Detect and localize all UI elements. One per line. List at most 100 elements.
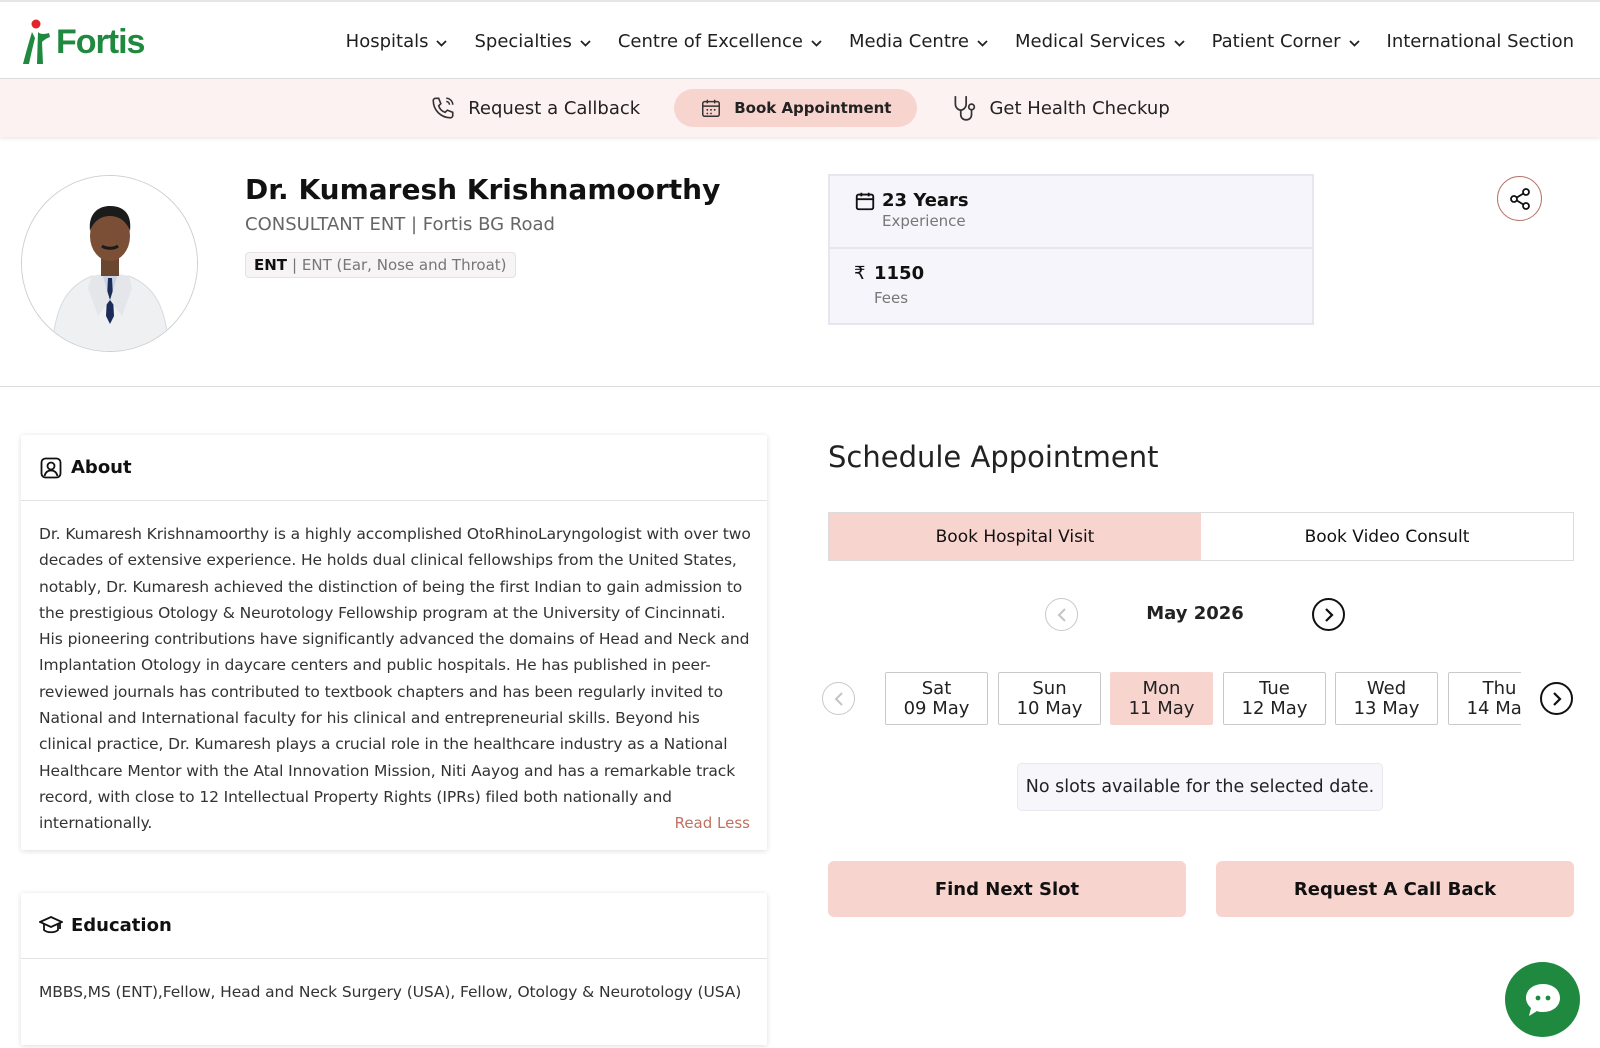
chevron-down-icon xyxy=(811,31,822,52)
nav-medical-services[interactable]: Medical Services xyxy=(1015,31,1185,52)
education-card: Education MBBS,MS (ENT),Fellow, Head and… xyxy=(21,893,767,1045)
calendar-icon xyxy=(702,99,721,117)
date-value: 12 May xyxy=(1241,697,1308,719)
specialty-tag: ENT | ENT (Ear, Nose and Throat) xyxy=(245,252,516,278)
tab-hospital-visit[interactable]: Book Hospital Visit xyxy=(829,513,1201,560)
stethoscope-icon xyxy=(955,96,976,121)
chevron-down-icon xyxy=(1348,31,1360,52)
experience-label: Experience xyxy=(882,212,966,230)
chevron-left-icon xyxy=(834,691,843,706)
chat-icon xyxy=(1525,983,1560,1016)
date-strip: Sat 09 May Sun 10 May Mon 11 May Tue 12 May … xyxy=(885,672,1521,726)
date-value: 09 May xyxy=(903,697,970,719)
top-navigation: Fortis Hospitals Specialties Centre of E… xyxy=(0,0,1600,79)
nav-specialties[interactable]: Specialties xyxy=(474,31,591,52)
current-month: May 2026 xyxy=(1146,603,1244,624)
brand-name: Fortis xyxy=(56,22,145,61)
nav-label: International Section xyxy=(1386,31,1574,52)
date-day: Tue xyxy=(1259,677,1290,699)
education-title: Education xyxy=(71,915,172,936)
date-option-selected[interactable]: Mon 11 May xyxy=(1110,672,1213,725)
chevron-down-icon xyxy=(436,31,448,52)
section-divider xyxy=(0,386,1600,387)
about-title: About xyxy=(71,457,132,478)
fees-label: Fees xyxy=(874,289,909,307)
month-navigator: May 2026 xyxy=(1045,598,1345,632)
nav-international-section[interactable]: International Section xyxy=(1387,31,1574,52)
education-header: Education xyxy=(21,893,767,959)
next-month-button[interactable] xyxy=(1312,598,1345,631)
chevron-down-icon xyxy=(1173,31,1185,52)
doctor-photo xyxy=(21,175,198,352)
share-icon xyxy=(1509,187,1530,210)
nav-label: Medical Services xyxy=(1014,31,1166,52)
health-checkup-label: Get Health Checkup xyxy=(989,97,1170,119)
book-appointment-button[interactable]: Book Appointment xyxy=(674,89,918,127)
rupee-icon: ₹ xyxy=(854,263,866,284)
doctor-designation: CONSULTANT ENT | Fortis BG Road xyxy=(245,214,555,235)
chevron-down-icon xyxy=(580,31,591,52)
doctor-stats: 23 Years Experience ₹ 1150 Fees xyxy=(828,174,1314,325)
date-day: Mon xyxy=(1142,677,1181,699)
date-option[interactable]: Tue 12 May xyxy=(1223,672,1326,725)
share-button[interactable] xyxy=(1497,176,1542,221)
nav-media-centre[interactable]: Media Centre xyxy=(849,31,988,52)
find-next-slot-button[interactable]: Find Next Slot xyxy=(828,861,1186,917)
request-callback-button[interactable]: Request a Callback xyxy=(404,89,666,127)
date-option[interactable]: Wed 13 May xyxy=(1335,672,1438,725)
request-call-back-button[interactable]: Request A Call Back xyxy=(1216,861,1574,917)
nav-label: Centre of Excellence xyxy=(617,31,803,52)
date-option[interactable]: Sat 09 May xyxy=(885,672,988,725)
health-checkup-button[interactable]: Get Health Checkup xyxy=(925,89,1195,127)
chevron-right-icon xyxy=(1552,691,1562,706)
previous-dates-button[interactable] xyxy=(822,682,855,715)
fees-stat: ₹ 1150 Fees xyxy=(830,249,1312,322)
no-slots-message: No slots available for the selected date… xyxy=(1017,763,1383,811)
chevron-right-icon xyxy=(1324,607,1334,622)
date-option[interactable]: Sun 10 May xyxy=(998,672,1101,725)
date-value: 14 May xyxy=(1466,697,1521,719)
chevron-left-icon xyxy=(1057,607,1066,622)
about-header: About xyxy=(21,435,767,501)
education-text: MBBS,MS (ENT),Fellow, Head and Neck Surg… xyxy=(39,983,742,1001)
nav-label: Media Centre xyxy=(848,31,969,52)
nav-patient-corner[interactable]: Patient Corner xyxy=(1212,31,1360,52)
fees-value: 1150 xyxy=(874,263,925,284)
book-appointment-label: Book Appointment xyxy=(734,99,892,117)
doctor-portrait xyxy=(22,176,197,351)
user-profile-icon xyxy=(40,457,62,478)
request-callback-label: Request a Callback xyxy=(468,97,641,119)
nav-centre-of-excellence[interactable]: Centre of Excellence xyxy=(618,31,822,52)
action-bar: Request a Callback Book Appointment Get … xyxy=(0,79,1600,137)
about-text: Dr. Kumaresh Krishnamoorthy is a highly … xyxy=(39,525,751,833)
date-day: Sun xyxy=(1032,677,1067,699)
tab-video-consult[interactable]: Book Video Consult xyxy=(1304,526,1470,547)
date-value: 10 May xyxy=(1016,697,1083,719)
nav-label: Hospitals xyxy=(345,31,429,52)
visit-type-tabs: Book Hospital Visit Book Video Consult xyxy=(828,512,1574,561)
nav-label: Patient Corner xyxy=(1211,31,1341,52)
fortis-logo-icon xyxy=(23,19,50,64)
date-day: Sat xyxy=(921,677,952,699)
chat-button[interactable] xyxy=(1505,962,1580,1037)
next-dates-button[interactable] xyxy=(1540,682,1573,715)
schedule-title: Schedule Appointment xyxy=(828,440,1159,474)
fortis-logo[interactable]: Fortis xyxy=(20,16,145,68)
date-day: Thu xyxy=(1482,677,1517,699)
read-less-link[interactable]: Read Less xyxy=(674,814,750,832)
nav-label: Specialties xyxy=(474,31,572,52)
specialty-tag-primary: ENT xyxy=(254,256,288,274)
chevron-down-icon xyxy=(977,31,988,52)
graduation-cap-icon xyxy=(39,915,63,933)
calendar-icon xyxy=(855,192,875,211)
doctor-name: Dr. Kumaresh Krishnamoorthy xyxy=(245,173,721,206)
experience-value: 23 Years xyxy=(882,190,969,211)
specialty-tag-secondary: | ENT (Ear, Nose and Throat) xyxy=(292,256,507,274)
previous-month-button[interactable] xyxy=(1045,598,1078,631)
about-card: About Dr. Kumaresh Krishnamoorthy is a h… xyxy=(21,435,767,850)
phone-icon xyxy=(432,97,454,119)
experience-stat: 23 Years Experience xyxy=(830,176,1312,249)
nav-hospitals[interactable]: Hospitals xyxy=(346,31,448,52)
main-menu: Hospitals Specialties Centre of Excellen… xyxy=(319,2,1574,81)
